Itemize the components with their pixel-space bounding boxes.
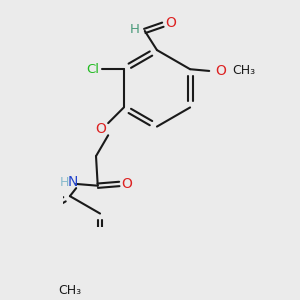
Text: O: O [122,177,132,191]
Text: O: O [215,64,226,78]
Text: CH₃: CH₃ [58,284,82,297]
Text: CH₃: CH₃ [232,64,255,77]
Text: N: N [68,175,78,189]
Text: H: H [59,176,69,189]
Text: H: H [130,23,140,36]
Text: Cl: Cl [86,63,99,76]
Text: O: O [95,122,106,136]
Text: O: O [165,16,176,30]
